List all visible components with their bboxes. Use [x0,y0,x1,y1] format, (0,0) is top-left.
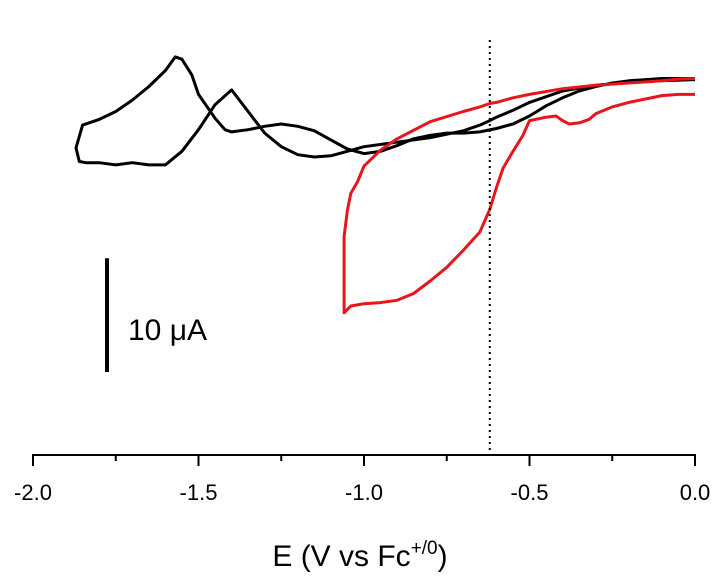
x-axis-title-close: ) [438,540,448,573]
series-2-line [342,77,696,315]
series-layer [74,55,696,315]
x-axis-title-main: E (V vs Fc [272,540,410,573]
x-tick-label: 0.0 [680,480,711,505]
x-tick-label: -0.5 [511,480,549,505]
x-tick-label: -1.5 [180,480,218,505]
x-axis-title: E (V vs Fc+/0) [272,538,447,573]
scale-bar-label: 10 μA [128,314,207,347]
x-axis-title-superscript: +/0 [411,538,438,559]
x-tick-label: -1.0 [345,480,383,505]
x-tick-label: -2.0 [14,480,52,505]
x-axis-ticks: -2.0 -1.5 -1.0 -0.5 0.0 [14,455,710,505]
